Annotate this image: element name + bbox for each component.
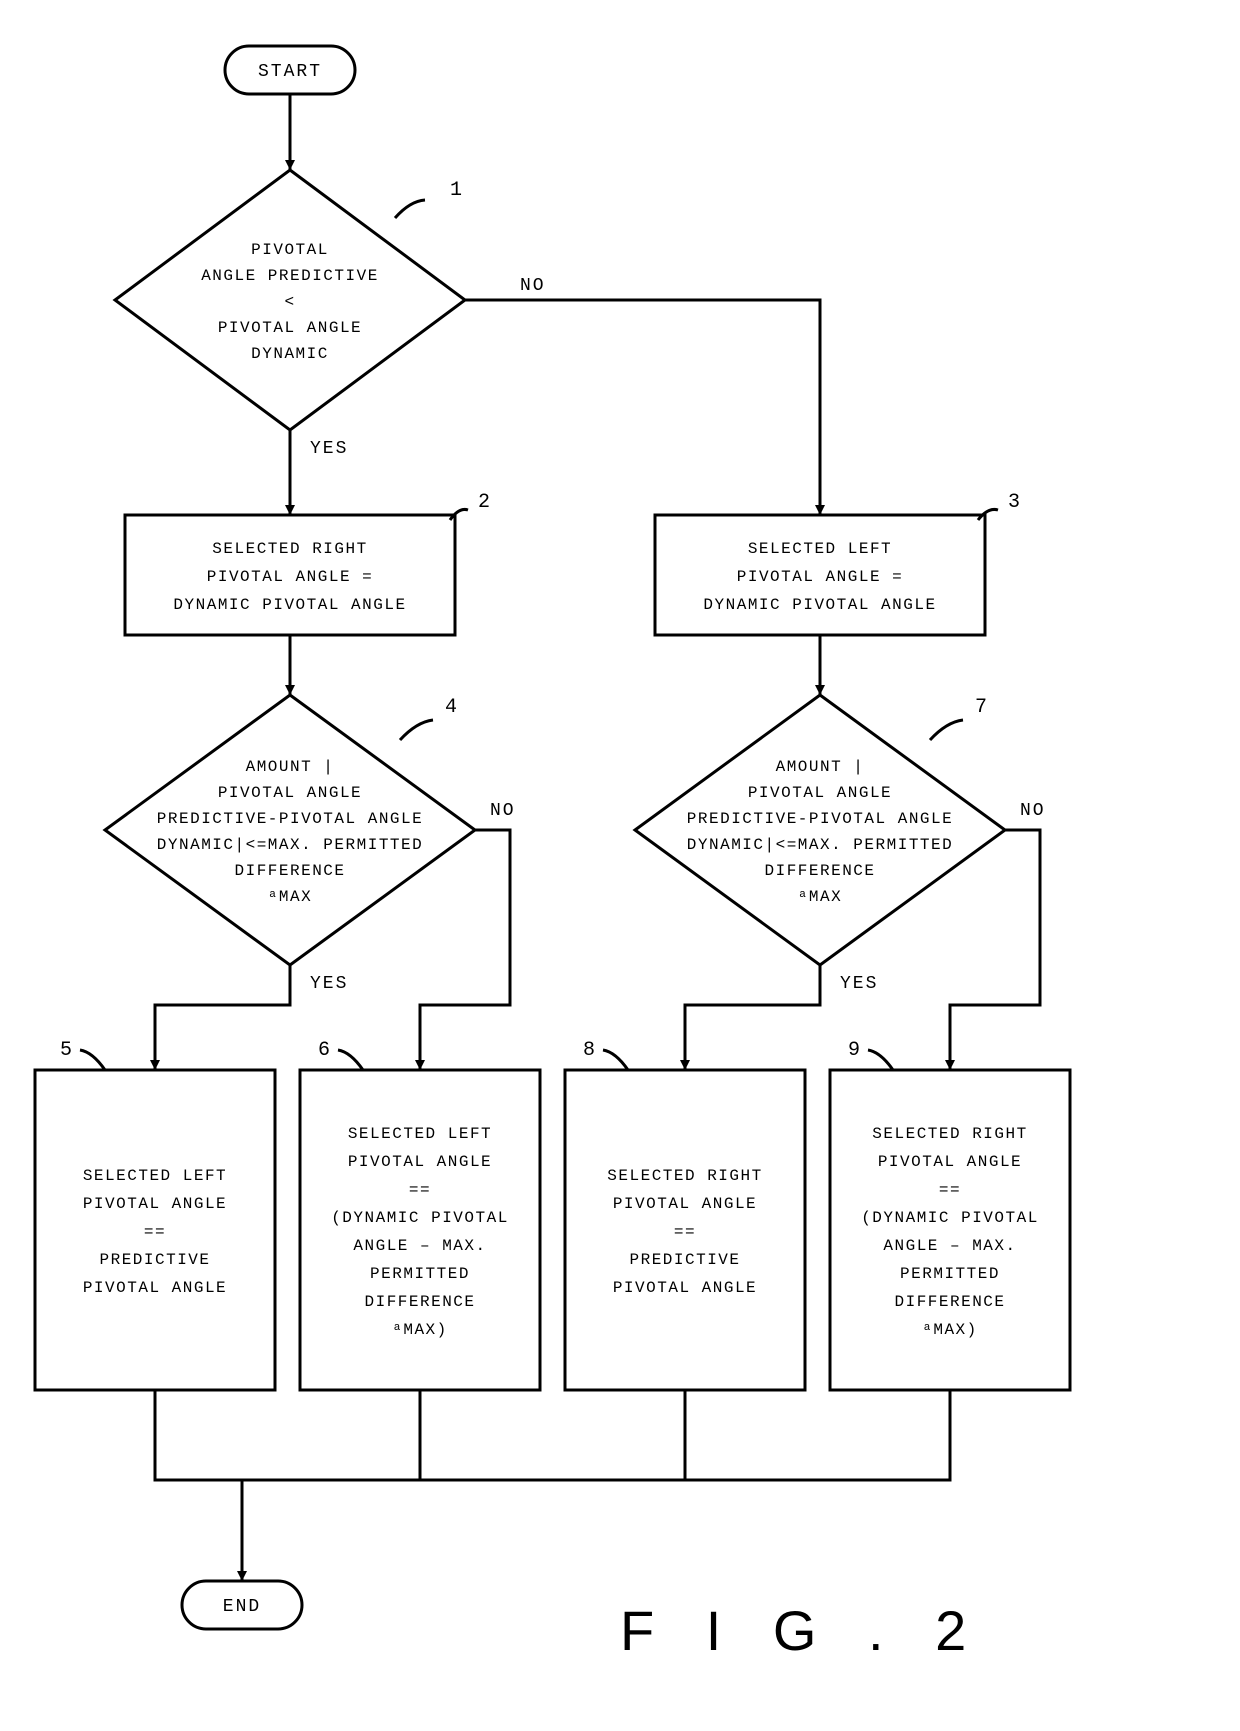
ref-number: 8 — [583, 1039, 595, 1062]
node-text: PIVOTAL ANGLE — [878, 1153, 1022, 1171]
edge — [155, 965, 290, 1070]
node-text: SELECTED RIGHT — [212, 540, 367, 558]
node-text: PREDICTIVE-PIVOTAL ANGLE — [157, 810, 423, 828]
edge — [242, 1390, 950, 1480]
node-text: PERMITTED — [900, 1265, 1000, 1283]
ref-number: 3 — [1008, 491, 1020, 514]
node-text: DIFFERENCE — [364, 1293, 475, 1311]
node-text: END — [223, 1597, 261, 1617]
ref-leader — [395, 200, 425, 218]
ref-leader — [80, 1050, 105, 1070]
ref-leader — [868, 1050, 893, 1070]
edge — [242, 1390, 685, 1480]
node-text: DYNAMIC|<=MAX. PERMITTED — [687, 836, 953, 854]
edge-label: YES — [310, 439, 348, 459]
edge-label: YES — [310, 974, 348, 994]
node-text: PERMITTED — [370, 1265, 470, 1283]
node-text: PREDICTIVE-PIVOTAL ANGLE — [687, 810, 953, 828]
node-text: ᵃMAX — [268, 888, 312, 906]
edge-label: NO — [490, 801, 516, 821]
node-text: SELECTED RIGHT — [872, 1125, 1027, 1143]
ref-number: 1 — [450, 179, 462, 202]
ref-number: 9 — [848, 1039, 860, 1062]
ref-leader — [450, 509, 468, 520]
node-text: PIVOTAL ANGLE — [748, 784, 892, 802]
node-text: == — [939, 1181, 961, 1199]
node-text: (DYNAMIC PIVOTAL — [331, 1209, 509, 1227]
decision — [635, 695, 1005, 965]
node-text: AMOUNT | — [246, 758, 335, 776]
node-text: DYNAMIC PIVOTAL ANGLE — [173, 596, 406, 614]
ref-number: 5 — [60, 1039, 72, 1062]
figure-title: F I G . 2 — [620, 1599, 984, 1662]
ref-leader — [603, 1050, 628, 1070]
edge — [465, 300, 820, 515]
edge-label: YES — [840, 974, 878, 994]
node-text: AMOUNT | — [776, 758, 865, 776]
node-text: == — [674, 1223, 696, 1241]
node-text: == — [144, 1223, 166, 1241]
decision — [105, 695, 475, 965]
node-text: DIFFERENCE — [894, 1293, 1005, 1311]
edge — [242, 1390, 420, 1480]
edge — [950, 830, 1040, 1070]
node-text: ᵃMAX) — [922, 1321, 978, 1339]
ref-leader — [978, 509, 998, 520]
node-text: PIVOTAL ANGLE — [83, 1195, 227, 1213]
flowchart-canvas: YES NO YES NO YES NO START PIVOTAL ANGLE PREDICT… — [0, 0, 1240, 1731]
edge — [420, 830, 510, 1070]
edge-label: NO — [520, 276, 546, 296]
ref-number: 4 — [445, 696, 457, 719]
node-text: ANGLE – MAX. — [883, 1237, 1016, 1255]
process — [830, 1070, 1070, 1390]
node-text: PIVOTAL ANGLE — [218, 319, 362, 337]
node-text: < — [284, 293, 295, 311]
node-text: == — [409, 1181, 431, 1199]
node-text: ᵃMAX) — [392, 1321, 448, 1339]
node-text: SELECTED RIGHT — [607, 1167, 762, 1185]
ref-number: 2 — [478, 491, 490, 514]
ref-leader — [400, 720, 433, 740]
node-text: SELECTED LEFT — [83, 1167, 227, 1185]
node-text: DYNAMIC|<=MAX. PERMITTED — [157, 836, 423, 854]
node-text: PIVOTAL ANGLE — [218, 784, 362, 802]
node-text: DYNAMIC — [251, 345, 329, 363]
node-text: (DYNAMIC PIVOTAL — [861, 1209, 1039, 1227]
edge — [685, 965, 820, 1070]
node-text: PIVOTAL — [251, 241, 329, 259]
ref-number: 7 — [975, 696, 987, 719]
node-text: SELECTED LEFT — [748, 540, 892, 558]
node-text: PREDICTIVE — [99, 1251, 210, 1269]
node-text: PIVOTAL ANGLE — [83, 1279, 227, 1297]
node-text: PIVOTAL ANGLE = — [737, 568, 904, 586]
node-text: ANGLE PREDICTIVE — [201, 267, 379, 285]
node-text: ᵃMAX — [798, 888, 842, 906]
ref-number: 6 — [318, 1039, 330, 1062]
ref-leader — [338, 1050, 363, 1070]
node-text: PIVOTAL ANGLE — [613, 1195, 757, 1213]
node-text: PIVOTAL ANGLE = — [207, 568, 374, 586]
node-text: DIFFERENCE — [234, 862, 345, 880]
node-text: SELECTED LEFT — [348, 1125, 492, 1143]
edge — [155, 1390, 242, 1480]
node-text: PIVOTAL ANGLE — [613, 1279, 757, 1297]
node-text: DIFFERENCE — [764, 862, 875, 880]
node-text: START — [258, 62, 322, 82]
node-text: PIVOTAL ANGLE — [348, 1153, 492, 1171]
node-text: PREDICTIVE — [629, 1251, 740, 1269]
ref-leader — [930, 720, 963, 740]
edge-label: NO — [1020, 801, 1046, 821]
node-text: ANGLE – MAX. — [353, 1237, 486, 1255]
process — [300, 1070, 540, 1390]
node-text: DYNAMIC PIVOTAL ANGLE — [703, 596, 936, 614]
